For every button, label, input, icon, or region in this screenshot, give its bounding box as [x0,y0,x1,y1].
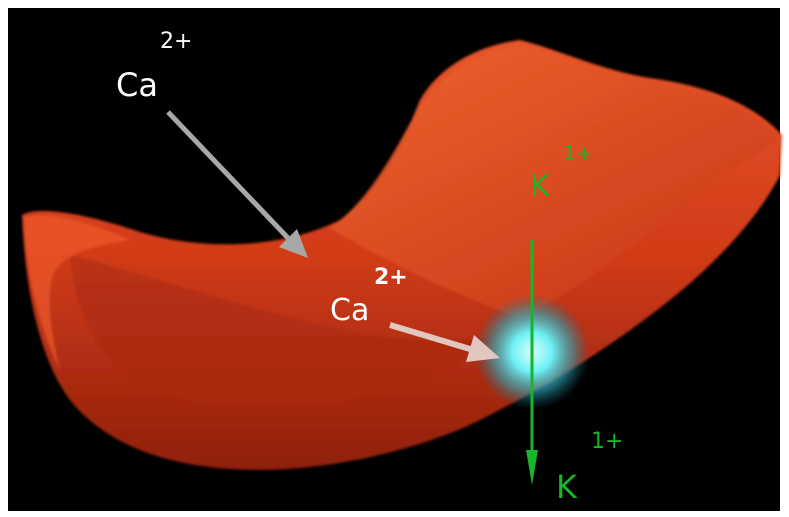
potassium-arrow-head [526,450,538,485]
potassium-inside-symbol: K [530,169,551,204]
calcium-inside-charge: 2+ [374,265,408,290]
potassium-arrow [526,240,538,485]
cell-upper-lobe [330,46,778,318]
calcium-arrows [166,110,500,362]
cell-left-rim [24,215,130,370]
calcium-arrow-outer-head [279,229,308,258]
calcium-arrow-inner-head [466,335,500,362]
calcium-arrow-outer-shaft [166,110,290,240]
potassium-outside-charge: 1+ [591,429,623,454]
cell-dish-shadow [70,255,500,408]
calcium-inside-symbol: Ca [330,293,369,328]
red-blood-cell [22,40,782,470]
calcium-arrow-inner-shaft [389,322,471,352]
potassium-outside-symbol: K [556,468,578,506]
potassium-inside-charge: 1+ [563,141,592,165]
calcium-outside-symbol: Ca [116,66,158,104]
calcium-outside-charge: 2+ [160,29,192,54]
